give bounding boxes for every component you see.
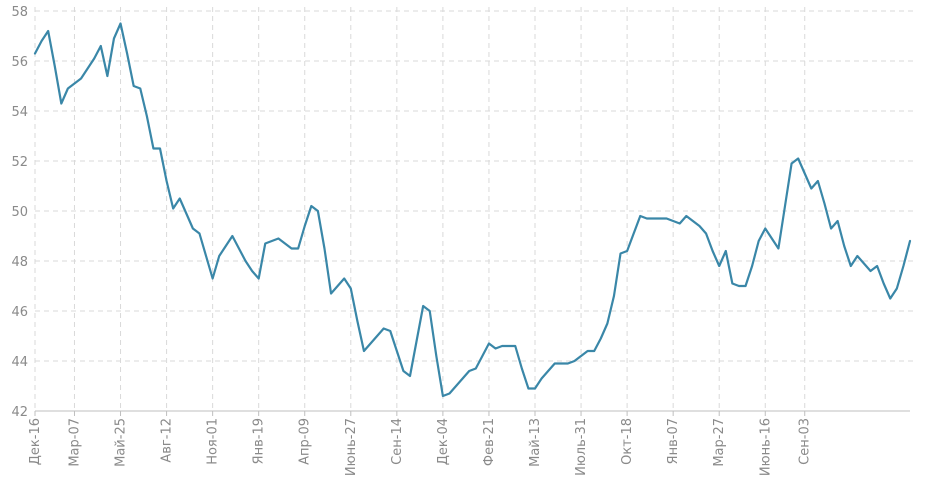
y-tick-label: 42	[11, 405, 28, 420]
y-tick-label: 50	[11, 205, 28, 220]
y-tick-label: 56	[11, 55, 28, 70]
y-tick-labels: 42 44 46 48 50 52 54 56 58	[11, 5, 28, 420]
x-tick-label: Апр-09	[298, 418, 313, 465]
x-tick-label: Авг-12	[160, 418, 175, 463]
x-tick-label: Дек-16	[28, 418, 43, 465]
x-tick-label: Сен-14	[390, 418, 405, 465]
x-tick-label: Мар-27	[712, 418, 727, 467]
series-line	[33, 22, 912, 398]
x-tick-label: Май-13	[528, 418, 543, 467]
y-tick-label: 46	[11, 305, 28, 320]
x-tick-label: Мар-07	[67, 418, 82, 467]
x-tick-labels: Дек-16 Мар-07 Май-25 Авг-12 Ноя-01 Янв-19 Апр-…	[28, 418, 813, 476]
y-tick-label: 54	[11, 105, 28, 120]
x-tick-label: Окт-18	[620, 418, 635, 465]
x-tick-label: Июль-31	[574, 418, 589, 476]
x-tick-marks	[34, 411, 806, 416]
x-tick-label: Фев-21	[482, 418, 497, 466]
x-tick-label: Июнь-27	[344, 418, 359, 476]
y-gridlines	[35, 10, 914, 362]
y-tick-label: 58	[11, 5, 28, 20]
x-tick-label: Ноя-01	[206, 418, 221, 465]
x-tick-label: Май-25	[114, 418, 129, 467]
x-tick-label: Дек-04	[436, 418, 451, 465]
x-tick-label: Янв-19	[252, 418, 267, 464]
x-gridlines	[34, 7, 806, 411]
y-tick-label: 52	[11, 155, 28, 170]
x-tick-label: Сен-03	[798, 418, 813, 465]
x-tick-label: Июнь-16	[758, 418, 773, 476]
y-tick-label: 48	[11, 255, 28, 270]
y-tick-label: 44	[11, 355, 28, 370]
x-tick-label: Янв-07	[666, 418, 681, 464]
